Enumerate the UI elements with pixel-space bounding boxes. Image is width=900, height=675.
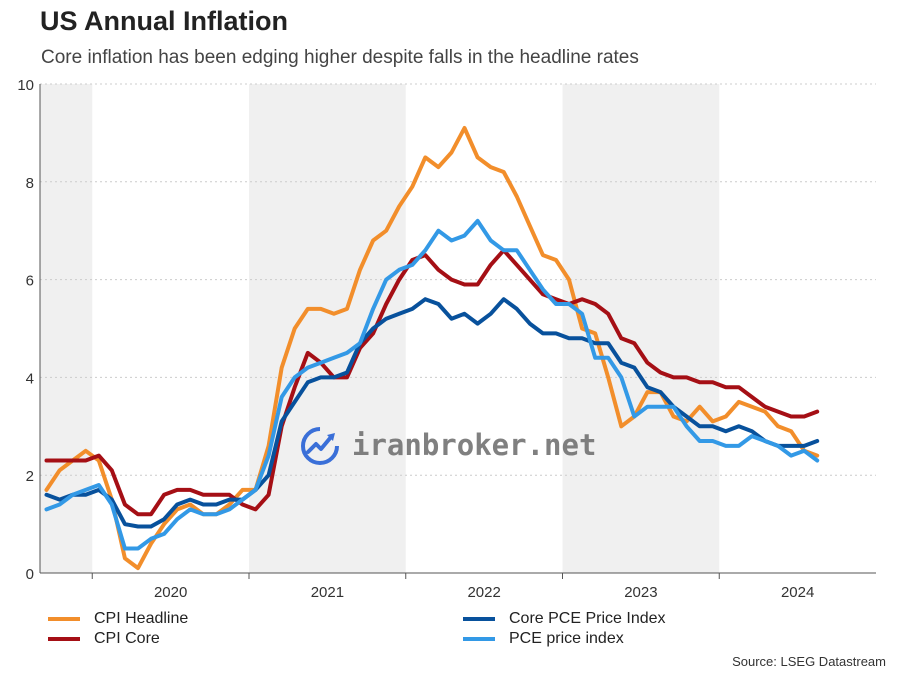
legend-item-core-pce: Core PCE Price Index [463, 610, 666, 628]
legend-swatch-core-pce [463, 617, 495, 621]
watermark-chart-icon [301, 427, 339, 465]
y-tick-label-10: 10 [17, 77, 34, 94]
y-tick-label-8: 8 [26, 175, 34, 192]
legend-label-core-pce: Core PCE Price Index [509, 610, 666, 627]
chart-subtitle: Core inflation has been edging higher de… [41, 47, 639, 68]
shade-band-2023 [562, 84, 720, 573]
legend-label-pce: PCE price index [509, 630, 624, 647]
x-tick-label-2020: 2020 [154, 584, 187, 601]
series-line-pce-price-index [44, 218, 820, 551]
series-line-cpi-core [44, 248, 820, 517]
shade-band-2021 [249, 84, 406, 573]
legend-label-cpi-headline: CPI Headline [94, 610, 189, 627]
chart-title: US Annual Inflation [40, 6, 288, 36]
legend-swatch-cpi-core [48, 637, 80, 641]
legend-swatch-cpi-headline [48, 617, 80, 621]
legend-item-pce: PCE price index [463, 630, 624, 648]
y-tick-label-2: 2 [26, 468, 34, 485]
source-note: Source: LSEG Datastream [732, 654, 886, 669]
y-tick-label-0: 0 [26, 566, 34, 583]
x-tick-label-2021: 2021 [311, 584, 344, 601]
series-line-core-pce-price-index [44, 297, 820, 529]
y-tick-label-4: 4 [26, 370, 34, 387]
watermark: iranbroker.net [298, 422, 596, 468]
x-tick-label-2024: 2024 [781, 584, 814, 601]
x-tick-label-2022: 2022 [467, 584, 500, 601]
y-tick-label-6: 6 [26, 273, 34, 290]
legend-item-cpi-core: CPI Core [48, 630, 160, 648]
x-tick-label-2023: 2023 [624, 584, 657, 601]
legend-label-cpi-core: CPI Core [94, 630, 160, 647]
legend-item-cpi-headline: CPI Headline [48, 610, 188, 628]
watermark-text: iranbroker.net [352, 428, 597, 462]
legend-swatch-pce [463, 637, 495, 641]
